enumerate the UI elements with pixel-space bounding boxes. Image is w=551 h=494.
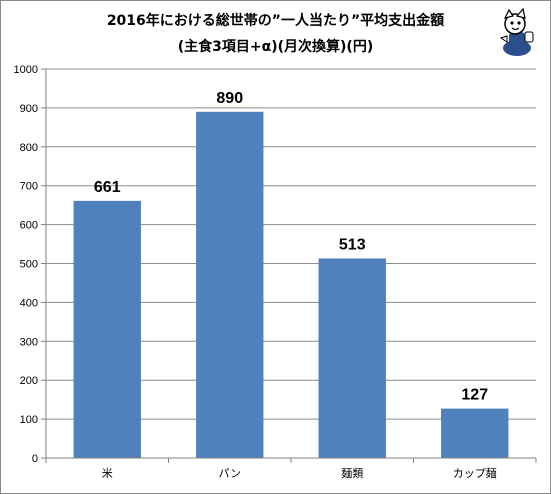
- data-label: 127: [461, 387, 488, 404]
- axis-layer: [41, 68, 537, 463]
- mascot-character-icon: [499, 8, 534, 56]
- y-tick-label: 300: [20, 336, 38, 348]
- y-tick-label: 700: [20, 181, 38, 193]
- bar-4: [441, 408, 509, 458]
- category-label: カップ麺: [453, 467, 497, 480]
- label-layer: 0 100 200 300 400 500 600 700 800 900 1000 661 米 890 パ…: [14, 64, 497, 480]
- chart-subtitle: (主食3項目+α)(月次換算)(円): [177, 39, 374, 55]
- data-label: 661: [94, 179, 121, 196]
- bar-1: [73, 200, 141, 458]
- category-label: 米: [102, 467, 113, 480]
- bar-2: [196, 111, 264, 458]
- bar-layer: [73, 111, 509, 458]
- y-tick-label: 200: [20, 375, 38, 387]
- y-tick-label: 600: [20, 220, 38, 232]
- y-tick-label: 1000: [14, 64, 38, 76]
- y-tick-label: 0: [32, 453, 38, 465]
- y-tick-label: 800: [20, 142, 38, 154]
- data-label: 513: [339, 236, 366, 253]
- category-label: パン: [218, 467, 241, 480]
- chart-title: 2016年における総世帯の”一人当たり”平均支出金額: [106, 13, 445, 29]
- data-label: 890: [216, 90, 243, 107]
- y-tick-label: 100: [20, 414, 38, 426]
- category-label: 麺類: [341, 467, 363, 480]
- y-tick-label: 900: [20, 103, 38, 115]
- y-tick-label: 500: [20, 259, 38, 271]
- bar-3: [318, 258, 386, 458]
- y-tick-label: 400: [20, 297, 38, 309]
